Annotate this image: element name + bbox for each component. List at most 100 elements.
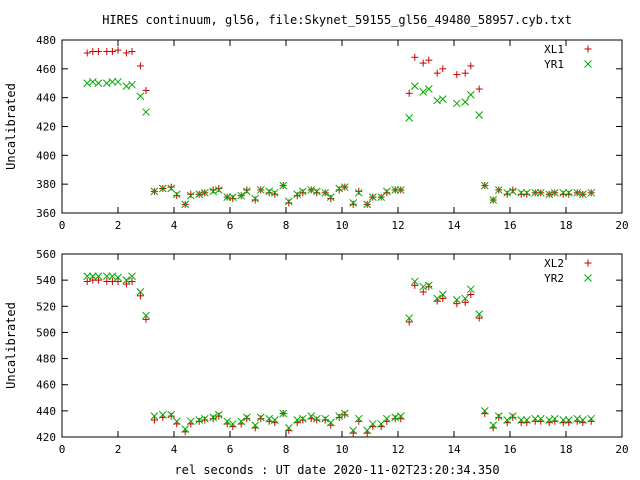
marker-stroke [391,413,400,422]
data-point [466,90,475,99]
marker-stroke [587,414,596,423]
y-axis-label: Uncalibrated [4,83,18,170]
data-point [136,292,144,300]
data-point [321,188,330,197]
marker-stroke [550,188,559,197]
data-point [172,417,181,426]
data-point [209,187,218,196]
data-point [237,417,246,426]
data-point [424,85,433,93]
marker-stroke [536,188,545,197]
y-tick-label: 540 [36,274,56,287]
marker-stroke [256,186,265,194]
data-point [108,77,117,86]
data-point [349,199,358,207]
data-point [411,53,419,61]
marker-stroke [122,82,131,90]
marker-stroke [293,190,302,199]
marker-stroke [368,193,377,201]
marker-stroke [181,425,190,434]
data-point [186,417,195,426]
y-tick-label: 460 [36,63,56,76]
marker-stroke [424,281,433,290]
marker-stroke [326,193,335,201]
marker-stroke [564,416,573,424]
data-point [284,423,293,432]
marker-stroke [326,418,335,427]
data-point [167,412,175,420]
marker-stroke [209,187,218,196]
data-point [419,59,427,67]
data-point [545,190,554,199]
x-tick-label: 4 [171,219,178,232]
marker-stroke [335,412,344,420]
legend-marker [584,45,592,53]
marker-stroke [419,282,428,291]
data-point [293,192,301,200]
data-point [466,285,475,294]
marker-stroke [128,80,136,89]
marker-stroke [405,113,414,122]
marker-stroke [298,414,307,423]
marker-stroke [114,273,122,282]
marker-stroke [584,60,592,68]
data-point [122,276,131,284]
marker-stroke [489,196,498,204]
data-point [279,181,288,190]
data-point [405,113,414,122]
marker-stroke [522,416,531,424]
data-point [200,414,209,423]
x-tick-label: 20 [615,443,628,456]
data-point [150,416,158,424]
marker-stroke [508,412,517,420]
data-point [452,295,461,304]
plot-panel-1: 0 2 4 6 8 10 12 14 16 18 20 360 380 400 420 440 460 480 Un… [4,34,629,232]
data-point [102,272,111,281]
data-point [228,420,237,428]
marker-stroke [228,420,237,428]
data-point [142,86,150,94]
data-point [214,410,223,419]
marker-stroke [461,98,470,106]
data-point [209,413,218,422]
x-tick-label: 2 [115,443,122,456]
data-point [396,186,405,194]
plot-panel-2: 0 2 4 6 8 10 12 14 16 18 20 420 440 460 480 500 520 540 56… [4,248,629,456]
marker-stroke [200,414,209,423]
y-axis-label: Uncalibrated [4,302,18,389]
marker-stroke [150,412,159,420]
data-point [136,92,145,101]
data-point [256,186,265,194]
marker-stroke [186,191,195,200]
marker-stroke [433,96,442,105]
marker-stroke [312,414,321,423]
marker-stroke [410,277,419,286]
x-tick-label: 8 [283,443,290,456]
data-point [136,62,144,70]
data-point [405,318,413,326]
marker-stroke [181,200,190,209]
data-point [83,49,91,57]
data-point [181,200,190,209]
data-point [142,315,150,323]
marker-stroke [167,184,176,193]
x-tick-label: 16 [503,219,516,232]
data-point [494,186,503,194]
marker-stroke [559,188,568,197]
data-point [517,416,526,424]
marker-stroke [94,79,103,88]
marker-stroke [494,412,503,420]
data-point [83,277,91,285]
data-point [326,418,335,427]
data-point [587,414,596,423]
data-point [410,82,419,90]
marker-stroke [382,414,391,423]
data-point [209,186,217,194]
data-point [128,272,136,281]
series-yr1 [83,77,596,209]
x-tick-label: 16 [503,443,516,456]
data-point [243,186,251,194]
data-point [475,85,483,93]
data-point [114,77,122,86]
marker-stroke [424,85,433,93]
